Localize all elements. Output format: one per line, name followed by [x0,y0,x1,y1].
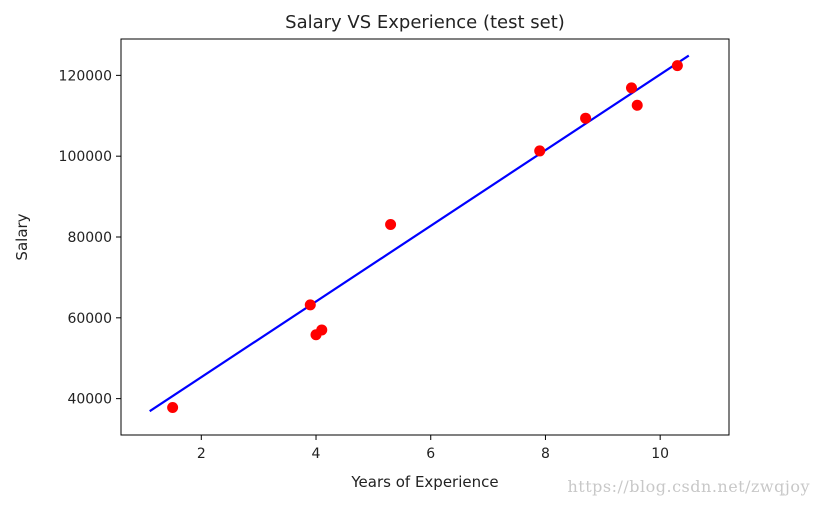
y-tick-label-60000: 60000 [67,311,112,327]
watermark: https://blog.csdn.net/zwqjoy [567,477,810,496]
data-point-7 [580,112,592,124]
data-point-10 [671,60,683,72]
x-axis-label: Years of Experience [350,473,498,491]
plot-frame [120,38,730,436]
y-tick-label-40000: 40000 [67,392,112,408]
data-point-6 [534,145,546,157]
data-point-5 [385,218,397,230]
y-axis-label: Salary [13,213,31,260]
x-tick-label-6: 6 [426,446,435,462]
data-point-2 [304,299,316,311]
plot-area [149,54,690,414]
axis-ticks: 2 4 6 8 10 40000 60000 80000 100000 120000 [59,68,670,462]
x-tick-label-4: 4 [312,446,321,462]
data-point-4 [316,324,328,336]
chart-title: Salary VS Experience (test set) [285,12,565,33]
x-tick-label-2: 2 [197,446,206,462]
x-tick-label-8: 8 [541,446,550,462]
data-point-9 [631,99,643,111]
y-tick-label-80000: 80000 [67,230,112,246]
data-point-8 [625,82,637,94]
x-tick-label-10: 10 [651,446,669,462]
y-tick-label-100000: 100000 [59,149,112,165]
y-tick-label-120000: 120000 [59,68,112,84]
data-point-1 [167,402,179,414]
regression-line [149,54,690,413]
